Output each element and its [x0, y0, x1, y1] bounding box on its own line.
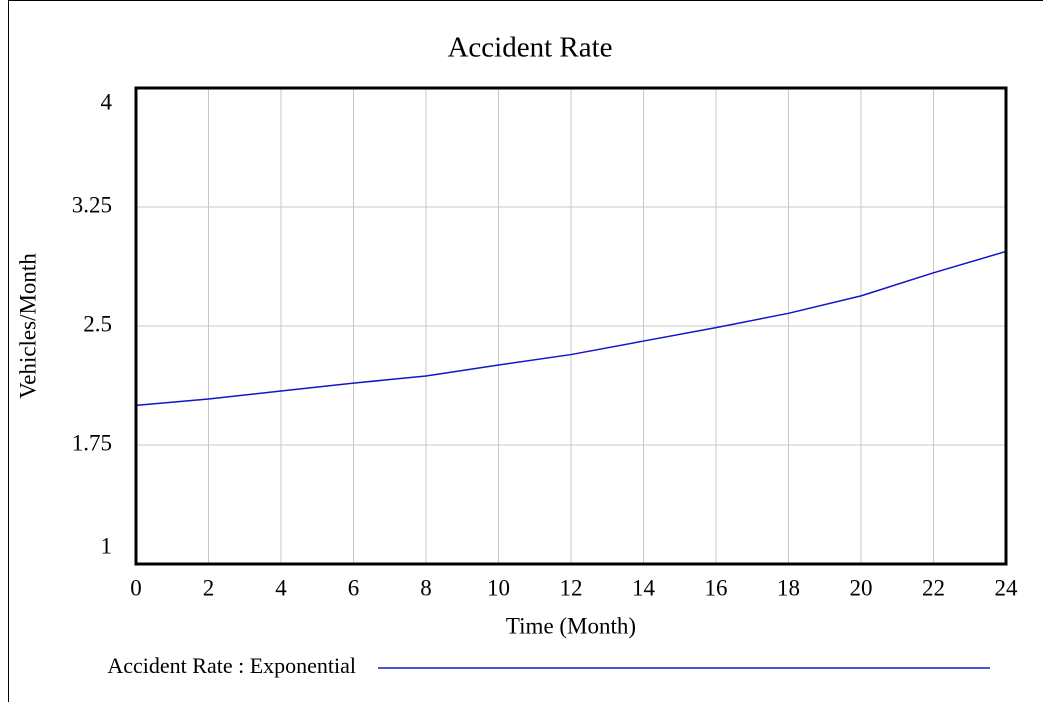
x-axis-label: Time (Month) — [506, 613, 636, 638]
x-tick-label: 10 — [487, 575, 510, 600]
y-tick-label: 1 — [101, 533, 113, 558]
y-tick-label: 1.75 — [72, 430, 112, 455]
y-axis-label: Vehicles/Month — [15, 253, 40, 399]
x-tick-label: 22 — [922, 575, 945, 600]
plot — [135, 250, 1007, 407]
x-tick-label: 8 — [420, 575, 432, 600]
y-tick-label: 2.5 — [83, 311, 112, 336]
plot-border — [134, 86, 1008, 566]
x-tick-label: 12 — [560, 575, 583, 600]
x-tick-label: 18 — [777, 575, 800, 600]
x-tick-label: 0 — [130, 575, 142, 600]
legend-label: Accident Rate : Exponential — [107, 653, 356, 678]
x-tick-label: 4 — [275, 575, 287, 600]
x-tick-label: 20 — [850, 575, 873, 600]
y-tick-label: 4 — [101, 89, 113, 114]
y-tick-label: 3.25 — [72, 192, 112, 217]
x-tick-label: 6 — [348, 575, 360, 600]
series-line — [135, 250, 1007, 407]
x-tick-label: 14 — [632, 575, 656, 600]
x-tick-label: 24 — [995, 575, 1019, 600]
grid — [135, 87, 1007, 565]
x-tick-label: 16 — [705, 575, 728, 600]
x-tick-label: 2 — [203, 575, 215, 600]
frame — [8, 0, 1043, 702]
chart-title: Accident Rate — [447, 32, 612, 64]
